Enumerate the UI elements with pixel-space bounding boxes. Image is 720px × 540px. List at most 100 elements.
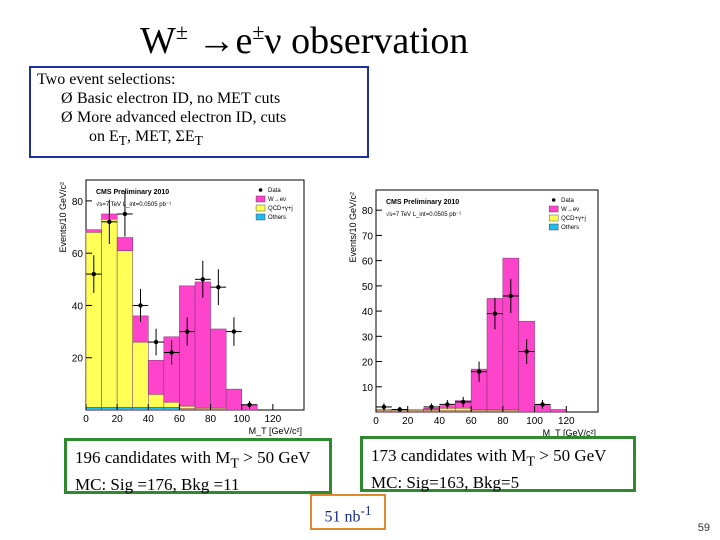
bar-qcdj — [101, 218, 118, 408]
data-point — [429, 404, 434, 410]
data-point — [508, 293, 513, 299]
mt-histogram-advanced-selection: 0 20 40 60 80 100 120 10 20 30 40 50 60 70 80 M_T [GeV/… — [348, 189, 599, 438]
y-tick-label: 20 — [362, 358, 374, 369]
x-axis-label: M_T [GeV/c²] — [249, 426, 302, 436]
bar-others — [101, 407, 118, 411]
selection-item-basic: Ø Basic electron ID, no MET cuts — [61, 90, 281, 107]
candidates-box-right: 173 candidates with MT > 50 GeV MC: Sig=… — [360, 436, 636, 492]
mt-histogram-basic-selection: 0 20 40 60 80 100 120 20 40 60 80 M_T [GeV/c²] Event… — [58, 179, 305, 436]
selection-item-advanced: Ø More advanced electron ID, cuts — [61, 109, 287, 126]
legend-marker — [258, 188, 263, 192]
data-point — [461, 399, 466, 405]
data-point — [122, 211, 128, 217]
legend-label: QCD+γ+j — [561, 216, 586, 222]
x-tick-label: 40 — [143, 414, 155, 425]
bar-we — [225, 388, 242, 411]
data-point — [216, 284, 221, 290]
x-tick-label: 60 — [466, 416, 478, 427]
data-point — [247, 402, 252, 407]
legend-swatch — [255, 195, 266, 203]
bar-others — [148, 407, 165, 411]
legend-label: Others — [561, 225, 579, 231]
selection-item-advanced-cont: on ET, MET, ΣET — [89, 128, 203, 149]
y-tick-label: 60 — [362, 257, 374, 268]
luminosity-box: 51 nb-1 — [310, 494, 386, 530]
bar-qcdj — [407, 409, 424, 411]
data-point — [397, 407, 402, 412]
y-axis-label: Events/10 GeV/c² — [58, 182, 68, 253]
bar-we — [518, 320, 535, 413]
bar-we — [85, 229, 102, 233]
bar-qcdj — [455, 407, 472, 411]
selections-heading: Two event selections: — [37, 71, 176, 88]
legend-label: W→eν — [561, 207, 579, 213]
legend-label: W→eν — [268, 197, 286, 203]
data-point — [200, 277, 205, 282]
candidates-line: 173 candidates with MT > 50 GeV — [371, 446, 607, 470]
y-tick-label: 60 — [72, 249, 84, 260]
data-point — [153, 339, 159, 345]
bar-qcdj — [116, 250, 133, 408]
bar-others — [85, 407, 102, 411]
chart-subtitle: √s=7 TeV L_int=0.0505 pb⁻¹ — [386, 211, 461, 218]
arrow-bullet-icon: Ø — [61, 90, 73, 107]
y-tick-label: 10 — [362, 383, 374, 394]
x-tick-label: 0 — [83, 414, 89, 425]
y-tick-label: 40 — [362, 307, 374, 318]
candidates-box-left: 196 candidates with MT > 50 GeV MC: Sig … — [64, 438, 332, 494]
bar-others — [163, 407, 180, 411]
x-tick-label: 60 — [174, 414, 186, 425]
legend-label: Data — [268, 188, 281, 194]
bar-we — [194, 281, 211, 408]
y-tick-label: 20 — [72, 354, 84, 365]
bar-qcdj — [132, 341, 149, 408]
y-tick-label: 70 — [362, 231, 374, 242]
bar-we — [148, 360, 165, 395]
bar-qcdj — [148, 394, 165, 408]
y-tick-label: 80 — [72, 197, 84, 208]
x-axis-label: M_T [GeV/c²] — [543, 428, 596, 438]
legend-swatch — [548, 223, 559, 231]
event-selections-box: Two event selections: Ø Basic electron ID… — [29, 66, 369, 158]
legend-swatch — [548, 214, 559, 222]
bar-qcdj — [163, 401, 180, 408]
chart-subtitle: √s=7 TeV L_int=0.0505 pb⁻¹ — [96, 201, 171, 208]
data-point — [445, 402, 450, 407]
y-tick-label: 50 — [362, 282, 374, 293]
data-point — [231, 329, 237, 334]
x-tick-label: 20 — [112, 414, 124, 425]
legend-swatch — [255, 213, 266, 221]
chart-title: CMS Preliminary 2010 — [386, 199, 459, 206]
chart-title: CMS Preliminary 2010 — [96, 189, 169, 196]
page-number: 59 — [697, 522, 710, 534]
y-tick-label: 40 — [72, 301, 84, 312]
bar-we — [179, 285, 196, 407]
data-point — [492, 311, 498, 316]
mc-line: MC: Sig =176, Bkg =11 — [75, 475, 240, 495]
bar-others — [116, 407, 133, 411]
candidates-line: 196 candidates with MT > 50 GeV — [75, 448, 311, 472]
x-tick-label: 120 — [265, 414, 282, 425]
legend-swatch — [255, 204, 266, 212]
legend-swatch — [548, 205, 559, 213]
arrow-bullet-icon: Ø — [61, 109, 73, 126]
data-point — [540, 402, 545, 407]
x-tick-label: 0 — [373, 416, 379, 427]
x-tick-label: 120 — [558, 416, 575, 427]
x-tick-label: 100 — [233, 414, 250, 425]
data-point — [524, 349, 529, 354]
x-tick-label: 100 — [526, 416, 543, 427]
data-point — [476, 369, 482, 374]
data-point — [107, 219, 112, 225]
data-point — [169, 350, 174, 355]
x-tick-label: 40 — [434, 416, 446, 427]
legend-label: Data — [561, 198, 574, 204]
mc-line: MC: Sig=163, Bkg=5 — [371, 473, 520, 493]
legend-marker — [551, 198, 556, 202]
legend-label: Others — [268, 215, 286, 221]
x-tick-label: 20 — [402, 416, 414, 427]
data-point — [138, 303, 143, 308]
data-point — [185, 329, 190, 334]
bar-others — [132, 407, 149, 411]
bar-we — [550, 409, 567, 413]
